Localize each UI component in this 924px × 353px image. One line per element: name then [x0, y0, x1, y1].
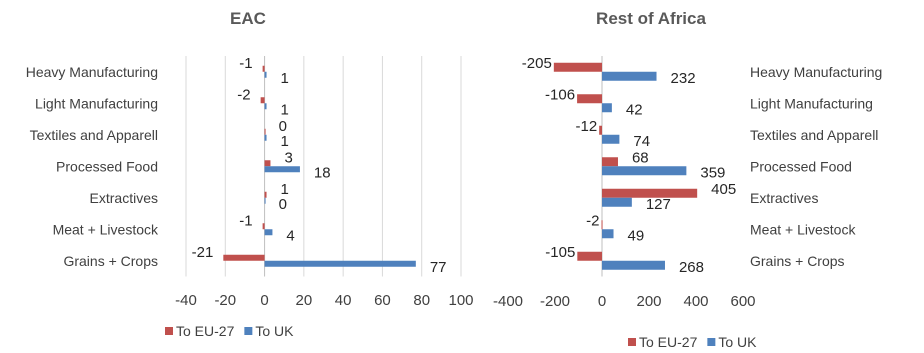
bar-uk — [602, 229, 614, 239]
data-label-uk: 74 — [633, 133, 650, 150]
x-tick-label: 60 — [374, 292, 391, 309]
bar-uk — [264, 197, 266, 204]
category-label: Light Manufacturing — [35, 95, 158, 111]
data-label-eu27: -106 — [545, 86, 575, 103]
bar-eu27 — [260, 97, 265, 104]
bar-eu27 — [601, 220, 603, 230]
data-label-eu27: 405 — [711, 181, 736, 198]
chart-title: Rest of Africa — [596, 9, 706, 28]
data-label-uk: 1 — [281, 133, 289, 150]
data-label-uk: 127 — [646, 196, 671, 213]
data-label-uk: 4 — [286, 227, 294, 244]
data-label-eu27: -205 — [522, 55, 552, 72]
data-label-uk: 232 — [671, 70, 696, 87]
data-label-eu27: -105 — [545, 244, 575, 261]
data-label-uk: 49 — [628, 227, 645, 244]
bar-uk — [264, 166, 300, 173]
x-tick-label: 40 — [335, 292, 352, 309]
x-tick-label: -20 — [214, 292, 236, 309]
x-tick-label: 200 — [636, 293, 661, 310]
bar-uk — [602, 103, 612, 113]
x-tick-label: 400 — [683, 293, 708, 310]
data-label-eu27: -21 — [192, 244, 214, 261]
data-label-eu27: 3 — [284, 149, 292, 166]
bar-uk — [264, 260, 416, 267]
category-label: Textiles and Apparell — [30, 127, 158, 143]
legend-swatch-uk — [707, 338, 716, 346]
bar-eu27 — [599, 125, 602, 135]
data-label-uk: 268 — [679, 259, 704, 276]
x-tick-label: -400 — [493, 293, 523, 310]
data-label-uk: 77 — [430, 259, 447, 276]
legend-label-eu27: To EU-27 — [639, 334, 698, 350]
bar-uk — [264, 229, 273, 236]
category-label: Processed Food — [56, 158, 158, 174]
bar-eu27 — [223, 254, 265, 261]
bar-eu27 — [264, 160, 271, 167]
data-label-eu27: 0 — [279, 118, 287, 135]
legend-label-uk: To UK — [255, 323, 294, 339]
x-tick-label: 0 — [598, 293, 606, 310]
bar-eu27 — [264, 128, 266, 135]
legend-swatch-eu27 — [165, 327, 173, 335]
legend-swatch-uk — [244, 327, 253, 335]
category-label: Processed Food — [750, 158, 852, 174]
category-label: Extractives — [90, 190, 158, 206]
data-label-uk: 18 — [314, 164, 331, 181]
x-tick-label: 600 — [730, 293, 755, 310]
x-tick-label: 20 — [296, 292, 313, 309]
category-label: Textiles and Apparell — [750, 127, 878, 143]
category-label: Light Manufacturing — [750, 95, 873, 111]
x-tick-label: 100 — [448, 292, 473, 309]
legend-swatch-eu27 — [628, 338, 636, 346]
category-label: Grains + Crops — [750, 253, 845, 269]
bar-uk — [264, 134, 267, 141]
category-label: Heavy Manufacturing — [750, 64, 882, 80]
data-label-eu27: -1 — [239, 55, 252, 72]
data-label-eu27: 68 — [632, 149, 649, 166]
bar-eu27 — [553, 62, 602, 72]
bar-uk — [264, 103, 267, 110]
bar-eu27 — [262, 223, 265, 230]
data-label-uk: 359 — [700, 164, 725, 181]
bar-eu27 — [264, 191, 267, 198]
legend-label-uk: To UK — [718, 334, 757, 350]
bar-eu27 — [262, 65, 265, 72]
data-label-uk: 1 — [281, 101, 289, 118]
data-label-eu27: -12 — [575, 118, 597, 135]
category-label: Grains + Crops — [63, 253, 158, 269]
category-label: Heavy Manufacturing — [26, 64, 158, 80]
data-label-uk: 0 — [279, 196, 287, 213]
data-label-uk: 42 — [626, 101, 643, 118]
category-label: Meat + Livestock — [53, 221, 159, 237]
bar-uk — [602, 134, 620, 144]
bar-uk — [602, 71, 657, 81]
x-tick-label: -40 — [175, 292, 197, 309]
bar-uk — [602, 166, 687, 176]
category-label: Meat + Livestock — [750, 221, 856, 237]
bar-uk — [602, 197, 632, 207]
x-tick-label: 0 — [260, 292, 268, 309]
bar-uk — [264, 71, 267, 78]
x-tick-label: -200 — [540, 293, 570, 310]
data-label-eu27: -1 — [239, 212, 252, 229]
bar-eu27 — [577, 94, 602, 104]
bar-eu27 — [602, 157, 618, 167]
x-tick-label: 80 — [413, 292, 430, 309]
bar-eu27 — [602, 188, 698, 198]
bar-uk — [602, 260, 665, 270]
legend-label-eu27: To EU-27 — [176, 323, 235, 339]
category-label: Extractives — [750, 190, 818, 206]
chart-title: EAC — [230, 9, 266, 28]
data-label-eu27: 1 — [281, 181, 289, 198]
data-label-eu27: -2 — [586, 212, 599, 229]
data-label-uk: 1 — [281, 70, 289, 87]
bar-eu27 — [577, 251, 602, 261]
data-label-eu27: -2 — [237, 86, 250, 103]
